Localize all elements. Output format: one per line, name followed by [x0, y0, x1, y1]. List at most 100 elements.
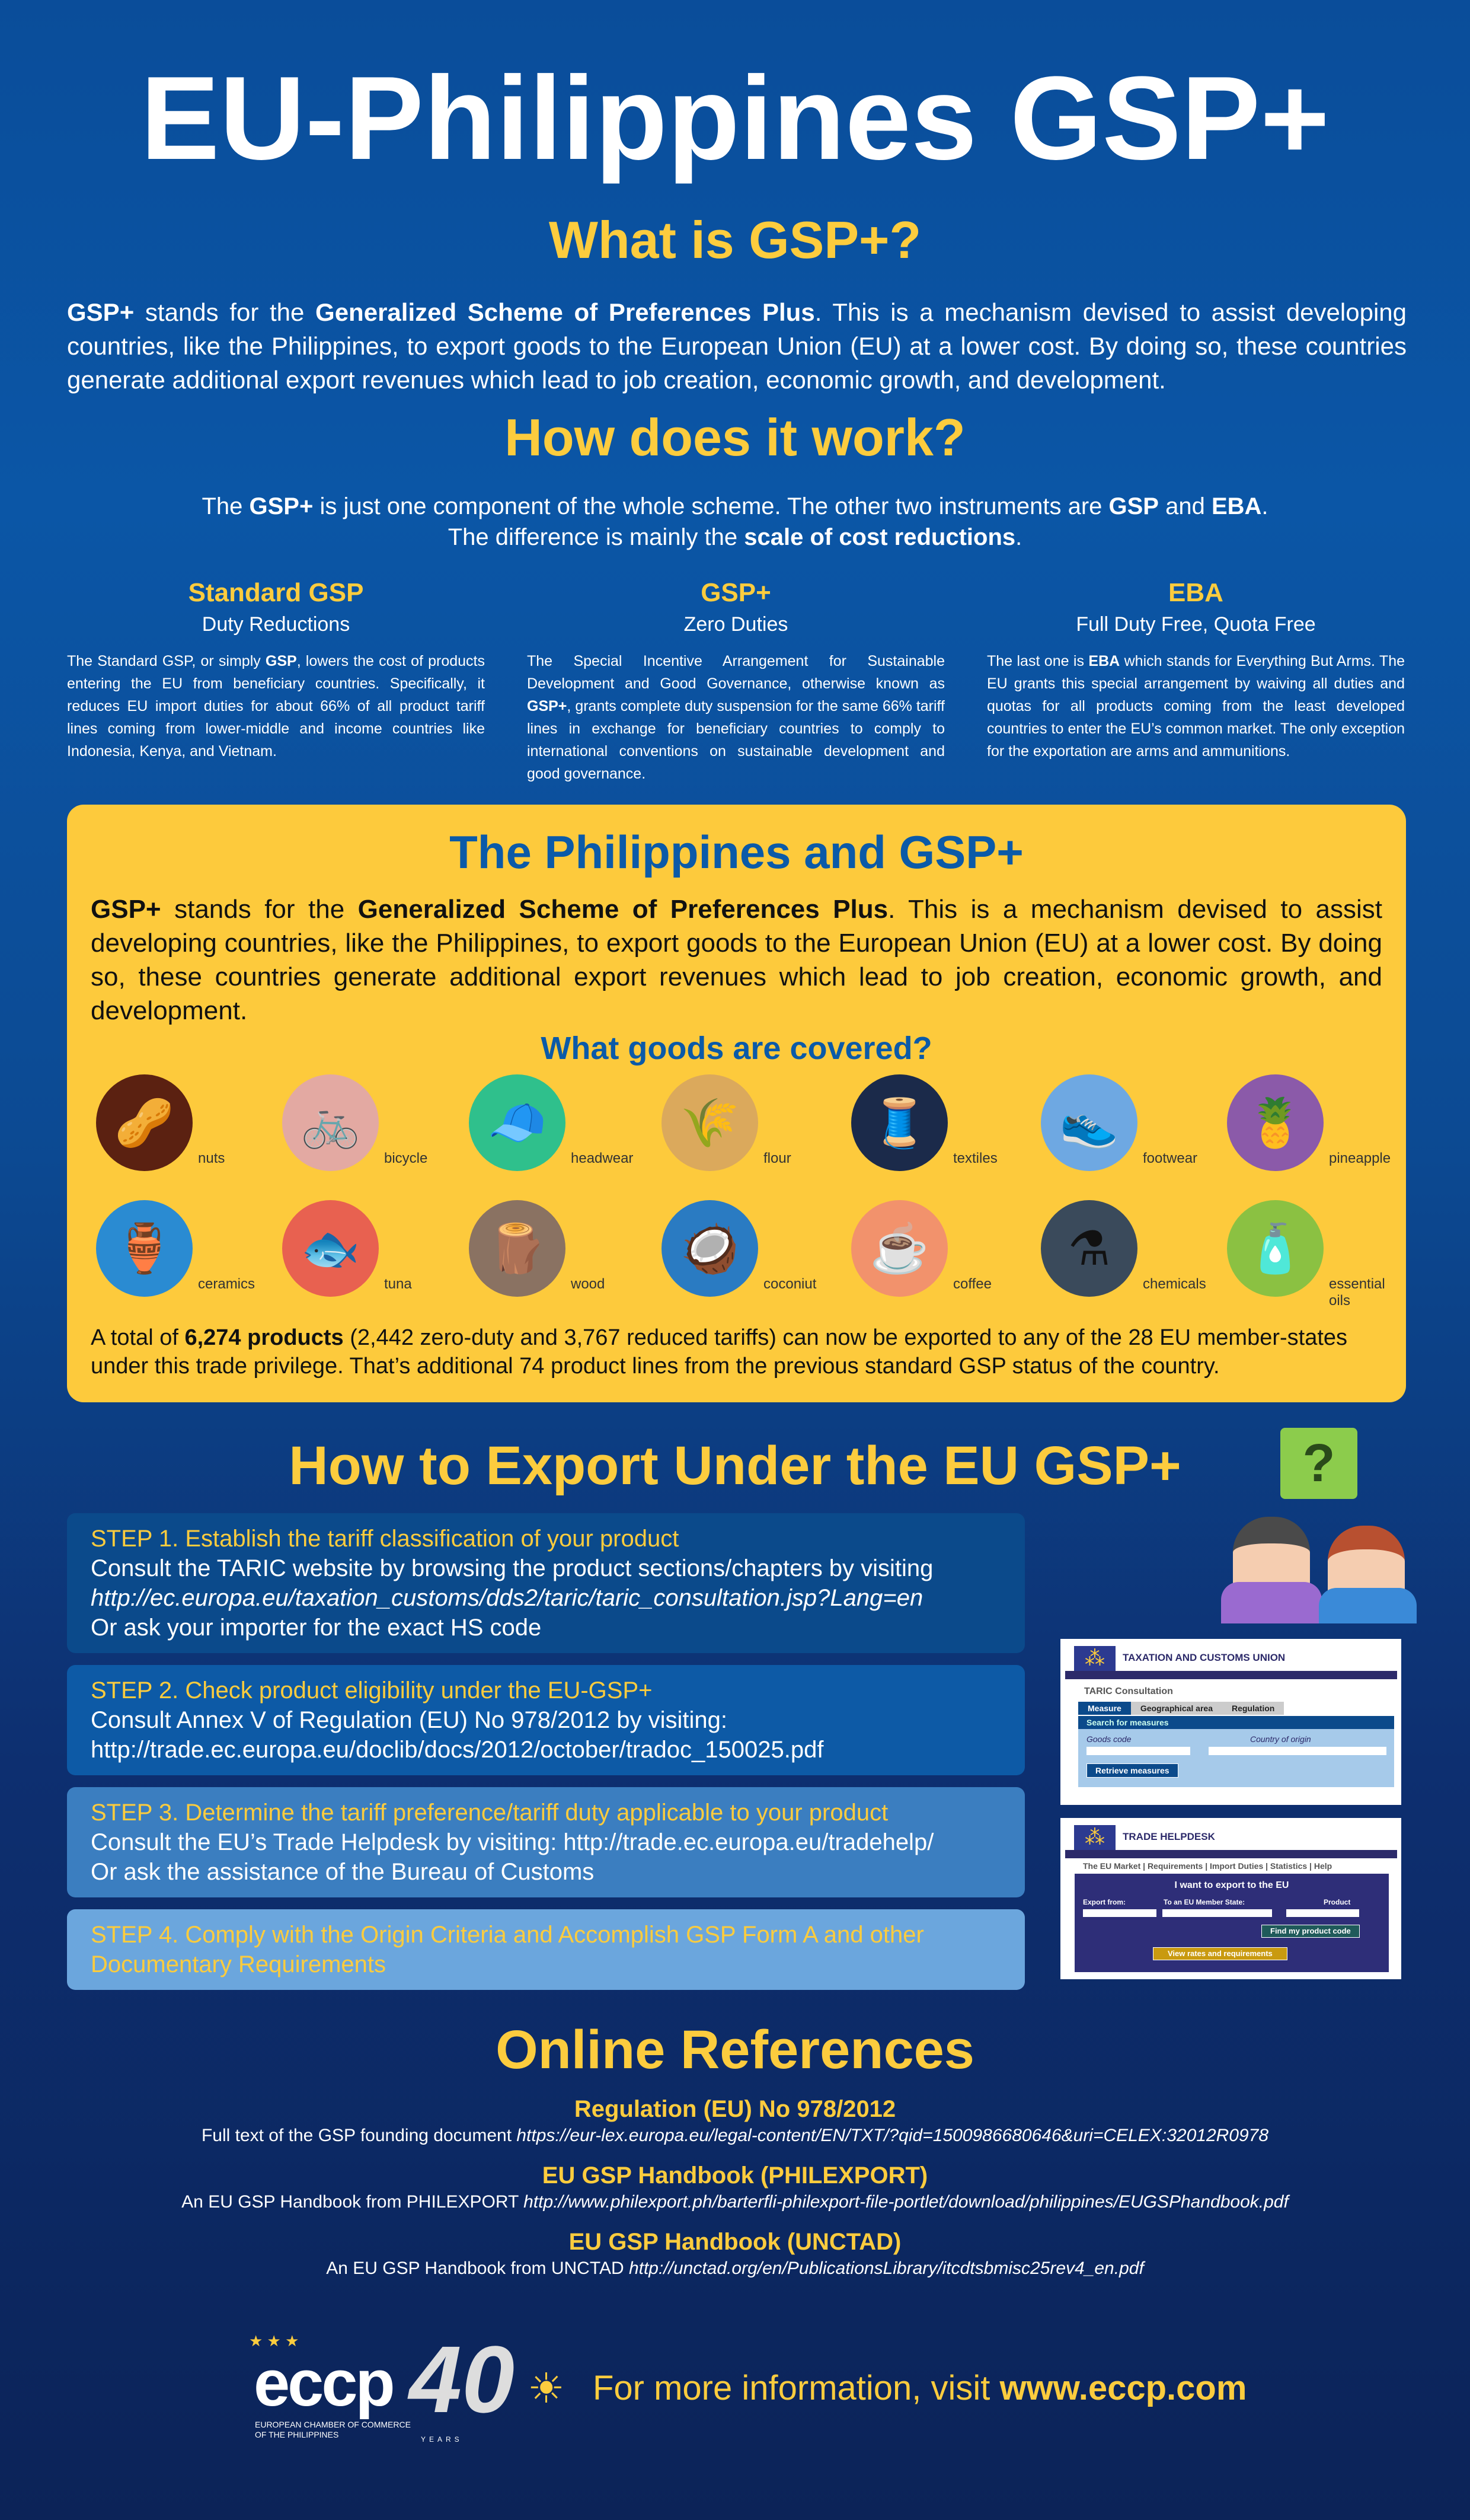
good-bicycle: 🚲 bicycle: [282, 1074, 460, 1187]
anniversary-badge: 40 YEARS: [409, 2326, 514, 2444]
good-headwear: 🧢 headwear: [469, 1074, 647, 1187]
good-label: wood: [571, 1276, 605, 1292]
step-line: Consult the TARIC website by browsing th…: [91, 1555, 934, 1581]
good-coconiut: 🥥 coconiut: [662, 1200, 839, 1313]
good-label: headwear: [571, 1150, 634, 1166]
eu-flag-icon: ⁂: [1074, 1646, 1116, 1671]
page-title: EU-Philippines GSP+: [140, 52, 1330, 184]
goods-code-field[interactable]: [1086, 1747, 1190, 1755]
column-gsp-plus: GSP+ Zero Duties The Special Incentive Arr…: [527, 578, 945, 782]
country-field[interactable]: [1209, 1747, 1386, 1755]
what-heading: What is GSP+?: [548, 210, 922, 269]
products-total: A total of 6,274 products (2,442 zero-du…: [91, 1325, 1348, 1379]
scheme-columns: Standard GSP Duty Reductions The Standard …: [67, 576, 1470, 785]
reference-description: An EU GSP Handbook from PHILEXPORT http:…: [181, 2192, 1289, 2212]
step-line[interactable]: http://ec.europa.eu/taxation_customs/dds…: [91, 1585, 923, 1611]
good-label: textiles: [953, 1150, 998, 1166]
step-1: STEP 1. Establish the tariff classificat…: [67, 1513, 1025, 1653]
shoe-icon: 👟: [1041, 1074, 1137, 1171]
good-ceramics: 🏺 ceramics: [96, 1200, 274, 1313]
reference-title: EU GSP Handbook (PHILEXPORT): [542, 2162, 928, 2189]
philippines-heading: The Philippines and GSP+: [449, 826, 1024, 878]
step-line[interactable]: Consult the EU’s Trade Helpdesk by visit…: [91, 1829, 934, 1855]
eccp-logo: ★ ★ ★ eccp EUROPEAN CHAMBER OF COMMERCE O…: [249, 2332, 411, 2439]
good-pineapple: 🍍 pineapple: [1227, 1074, 1405, 1187]
taric-website-screenshot: ⁂ TAXATION AND CUSTOMS UNION TARIC Consu…: [1060, 1639, 1401, 1805]
good-coffee: ☕ coffee: [851, 1200, 1029, 1313]
references-list: Regulation (EU) No 978/2012 Full text of …: [0, 2094, 1470, 2293]
flour-sack-icon: 🌾: [662, 1074, 758, 1171]
step-4: STEP 4. Comply with the Origin Criteria …: [67, 1909, 1025, 1990]
coffee-bean-icon: ☕: [851, 1200, 948, 1297]
good-label: nuts: [198, 1150, 225, 1166]
nuts-icon: 🥜: [96, 1074, 193, 1171]
step-line: Consult Annex V of Regulation (EU) No 97…: [91, 1707, 727, 1733]
philippines-gsp-box: The Philippines and GSP+ GSP+ stands for…: [67, 805, 1406, 1402]
what-paragraph: GSP+ stands for the Generalized Scheme o…: [67, 298, 1407, 394]
eccp-link[interactable]: www.eccp.com: [999, 2369, 1247, 2407]
good-wood: 🪵 wood: [469, 1200, 647, 1313]
step-3: STEP 3. Determine the tariff preference/…: [67, 1787, 1025, 1897]
stars-icon: ★ ★ ★: [249, 2332, 299, 2350]
steps-list: STEP 1. Establish the tariff classificat…: [67, 1513, 1025, 1990]
philippines-paragraph: GSP+ stands for the Generalized Scheme o…: [91, 895, 1382, 1025]
sun-rays-icon: ☀: [528, 2365, 565, 2411]
people-question-icon: ?: [1221, 1428, 1417, 1623]
good-textiles: 🧵 textiles: [851, 1074, 1029, 1187]
step-line[interactable]: http://trade.ec.europa.eu/doclib/docs/20…: [91, 1737, 824, 1763]
reference-title: EU GSP Handbook (UNCTAD): [568, 2229, 902, 2255]
footer: ★ ★ ★ eccp EUROPEAN CHAMBER OF COMMERCE O…: [249, 2329, 1470, 2448]
reference-title: Regulation (EU) No 978/2012: [574, 2096, 896, 2122]
reference-description: Full text of the GSP founding document h…: [201, 2126, 1269, 2145]
logs-icon: 🪵: [469, 1200, 565, 1297]
good-label: coconiut: [763, 1276, 817, 1292]
column-eba: EBA Full Duty Free, Quota Free The last on…: [987, 578, 1405, 760]
good-label: flour: [763, 1150, 791, 1166]
find-product-code-button[interactable]: Find my product code: [1261, 1925, 1360, 1938]
good-essential-oils: 🧴 essential oils: [1227, 1200, 1405, 1313]
good-nuts: 🥜 nuts: [96, 1074, 274, 1187]
good-label: tuna: [384, 1276, 412, 1292]
good-label: ceramics: [198, 1276, 255, 1292]
cap-icon: 🧢: [469, 1074, 565, 1171]
step-2: STEP 2. Check product eligibility under …: [67, 1665, 1025, 1775]
bicycle-icon: 🚲: [282, 1074, 379, 1171]
vase-icon: 🏺: [96, 1200, 193, 1297]
good-label: footwear: [1143, 1150, 1198, 1166]
export-section: STEP 1. Establish the tariff classificat…: [0, 1428, 1470, 2011]
good-footwear: 👟 footwear: [1041, 1074, 1219, 1187]
reference-link[interactable]: http://www.philexport.ph/barterfli-phile…: [523, 2192, 1289, 2212]
good-label: essential oils: [1329, 1276, 1385, 1309]
column-standard-gsp: Standard GSP Duty Reductions The Standard …: [67, 578, 485, 760]
reference-link[interactable]: https://eur-lex.europa.eu/legal-content/…: [516, 2126, 1269, 2145]
goods-grid: 🥜 nuts 🚲 bicycle 🧢 headwear 🌾 flour 🧵 textiles 👟 fo…: [91, 1074, 1391, 1313]
fish-icon: 🐟: [282, 1200, 379, 1297]
references-heading: Online References: [496, 2020, 974, 2080]
coconut-icon: 🥥: [662, 1200, 758, 1297]
reference-description: An EU GSP Handbook from UNCTAD http://un…: [326, 2259, 1144, 2278]
good-label: coffee: [953, 1276, 992, 1292]
good-label: pineapple: [1329, 1150, 1391, 1166]
page: EU-Philippines GSP+ What is GSP+? GSP+ s…: [0, 52, 1470, 2448]
flask-icon: ⚗: [1041, 1200, 1137, 1297]
eu-flag-icon: ⁂: [1074, 1825, 1116, 1850]
view-rates-button[interactable]: View rates and requirements: [1153, 1947, 1287, 1960]
good-flour: 🌾 flour: [662, 1074, 839, 1187]
how-intro: The GSP+ is just one component of the wh…: [202, 493, 1268, 550]
retrieve-measures-button[interactable]: Retrieve measures: [1086, 1763, 1178, 1778]
reference-link[interactable]: http://unctad.org/en/PublicationsLibrary…: [628, 2259, 1144, 2278]
footer-text: For more information, visit www.eccp.com: [593, 2369, 1247, 2407]
how-heading: How does it work?: [504, 408, 966, 467]
export-heading: How to Export Under the EU GSP+: [289, 1436, 1181, 1496]
step-line: Or ask the assistance of the Bureau of C…: [91, 1859, 595, 1885]
fabric-icon: 🧵: [851, 1074, 948, 1171]
oil-bottle-icon: 🧴: [1227, 1200, 1324, 1297]
good-tuna: 🐟 tuna: [282, 1200, 460, 1313]
good-label: bicycle: [384, 1150, 428, 1166]
trade-helpdesk-screenshot: ⁂ TRADE HELPDESK The EU Market | Require…: [1060, 1818, 1401, 1979]
step-line: Or ask your importer for the exact HS co…: [91, 1615, 542, 1641]
good-label: chemicals: [1143, 1276, 1206, 1292]
goods-heading: What goods are covered?: [541, 1031, 932, 1066]
good-chemicals: ⚗ chemicals: [1041, 1200, 1219, 1313]
pineapple-icon: 🍍: [1227, 1074, 1324, 1171]
